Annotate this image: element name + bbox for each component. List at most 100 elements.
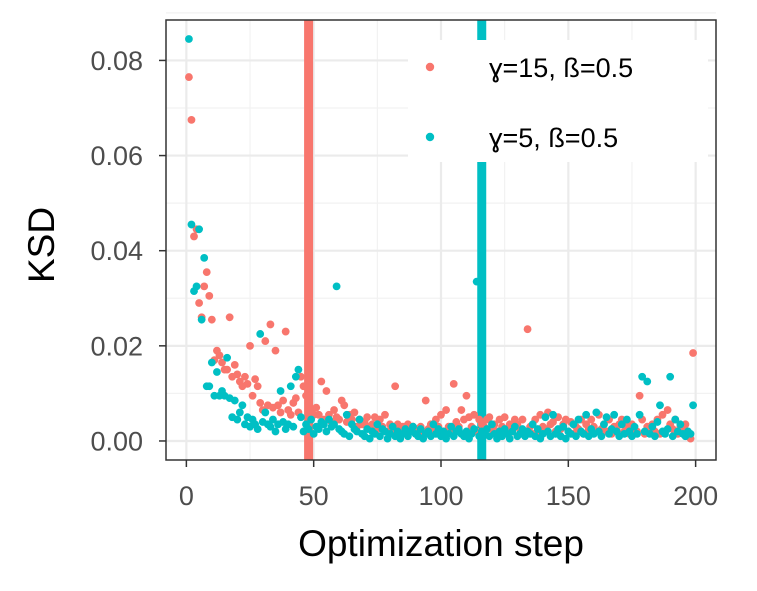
x-tick-label: 100 — [418, 481, 463, 511]
data-point-series-0 — [314, 410, 323, 419]
data-point-series-0 — [363, 413, 372, 422]
data-point-series-0 — [256, 399, 265, 407]
x-tick-label: 150 — [546, 481, 591, 511]
data-point-series-0 — [274, 401, 282, 410]
legend-key-gamma5 — [425, 132, 435, 142]
legend-label-gamma15: ɣ=15, ß=0.5 — [489, 53, 633, 83]
data-point-series-0 — [587, 415, 596, 424]
data-point-series-1 — [223, 353, 232, 362]
data-point-series-0 — [276, 408, 285, 417]
data-point-series-1 — [269, 415, 277, 424]
y-tick-label: 0.06 — [90, 141, 143, 171]
data-point-series-1 — [541, 413, 550, 422]
data-point-series-1 — [602, 413, 611, 422]
data-point-series-0 — [241, 372, 249, 381]
data-point-series-1 — [528, 420, 537, 429]
data-point-series-0 — [462, 391, 471, 400]
data-point-series-1 — [676, 420, 685, 429]
data-point-series-0 — [286, 410, 295, 419]
data-point-series-1 — [195, 225, 204, 234]
data-point-series-1 — [429, 420, 438, 429]
x-axis: 0 50 100 150 200 — [179, 460, 718, 511]
data-point-series-0 — [195, 299, 204, 307]
data-point-series-0 — [322, 387, 331, 395]
data-point-series-1 — [276, 387, 285, 395]
data-point-series-1 — [549, 410, 557, 419]
legend-background — [408, 40, 708, 162]
data-point-series-0 — [187, 115, 196, 124]
data-point-series-0 — [266, 320, 275, 329]
data-point-series-1 — [253, 425, 262, 433]
data-point-series-1 — [192, 282, 201, 291]
data-point-series-0 — [391, 382, 400, 391]
data-point-series-1 — [610, 410, 619, 419]
data-point-series-0 — [442, 406, 450, 414]
data-point-series-1 — [663, 425, 672, 433]
data-point-series-1 — [388, 422, 397, 431]
data-point-series-0 — [215, 351, 224, 360]
data-point-series-1 — [238, 401, 247, 410]
data-point-series-0 — [253, 382, 262, 391]
y-tick-label: 0.02 — [90, 331, 143, 361]
data-point-series-0 — [437, 410, 445, 419]
data-point-series-1 — [256, 330, 265, 338]
data-point-series-0 — [500, 413, 509, 422]
data-point-series-1 — [472, 277, 481, 286]
y-axis: 0.00 0.02 0.04 0.06 0.08 — [90, 46, 166, 456]
data-point-series-1 — [689, 401, 697, 410]
data-point-series-1 — [233, 415, 242, 424]
x-tick-label: 200 — [673, 481, 718, 511]
x-axis-title: Optimization step — [298, 523, 584, 564]
data-point-series-0 — [689, 349, 697, 357]
y-tick-label: 0.08 — [90, 46, 143, 76]
x-tick-label: 50 — [299, 481, 329, 511]
data-point-series-1 — [286, 382, 295, 391]
data-point-series-1 — [235, 408, 244, 417]
data-point-series-1 — [271, 427, 280, 436]
data-point-series-1 — [297, 413, 305, 422]
data-point-series-1 — [309, 429, 318, 438]
data-point-series-0 — [246, 341, 254, 350]
data-point-series-1 — [200, 253, 209, 262]
data-point-series-1 — [314, 425, 323, 433]
data-point-series-0 — [230, 360, 239, 369]
data-point-series-1 — [533, 425, 542, 433]
data-point-series-1 — [633, 429, 641, 438]
data-point-series-0 — [330, 406, 338, 414]
data-point-series-0 — [523, 325, 532, 334]
data-point-series-0 — [312, 403, 321, 412]
data-point-series-1 — [470, 425, 479, 433]
data-point-series-1 — [622, 415, 631, 424]
legend-label-gamma5: ɣ=5, ß=0.5 — [489, 123, 618, 153]
data-point-series-1 — [653, 418, 662, 426]
data-point-series-1 — [630, 422, 639, 431]
data-point-series-1 — [294, 365, 303, 374]
data-point-series-1 — [505, 434, 514, 443]
data-point-series-0 — [470, 410, 479, 419]
data-point-series-0 — [299, 382, 308, 391]
data-point-series-1 — [656, 401, 664, 410]
data-point-series-0 — [202, 268, 211, 277]
data-point-series-1 — [592, 408, 601, 417]
data-point-series-1 — [291, 372, 300, 381]
legend-key-gamma15 — [425, 62, 435, 72]
data-point-series-1 — [373, 420, 382, 429]
data-point-series-0 — [302, 391, 310, 400]
data-point-series-1 — [207, 358, 216, 367]
data-points — [185, 35, 697, 443]
data-point-series-1 — [266, 422, 275, 431]
data-point-series-0 — [200, 282, 209, 291]
data-point-series-1 — [187, 220, 196, 229]
data-point-series-1 — [289, 422, 298, 431]
data-point-series-1 — [668, 432, 677, 441]
data-point-series-0 — [381, 410, 389, 419]
y-tick-label: 0.00 — [90, 426, 143, 456]
data-point-series-1 — [643, 377, 652, 386]
data-point-series-0 — [421, 396, 430, 405]
data-point-series-1 — [345, 432, 354, 441]
data-point-series-1 — [325, 415, 333, 424]
data-point-series-1 — [597, 432, 606, 441]
data-point-series-1 — [482, 425, 491, 433]
data-point-series-0 — [279, 396, 288, 405]
